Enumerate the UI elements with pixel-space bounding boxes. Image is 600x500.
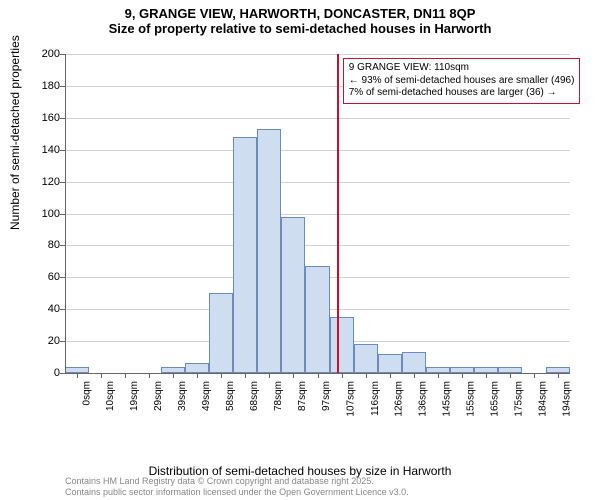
x-tick-label: 58sqm	[225, 381, 236, 411]
histogram-bar	[378, 354, 402, 373]
chart-plot-area: 0204060801001201401601802000sqm10sqm19sq…	[65, 48, 570, 418]
x-tick-label: 29sqm	[153, 381, 164, 411]
annotation-line: ← 93% of semi-detached houses are smalle…	[349, 75, 575, 88]
y-tick-label: 20	[48, 335, 60, 347]
y-tick-label: 140	[42, 144, 60, 156]
x-tick-label: 155sqm	[466, 381, 477, 417]
y-tick-label: 100	[42, 208, 60, 220]
gridline	[65, 245, 570, 246]
gridline	[65, 150, 570, 151]
attribution-line-2: Contains public sector information licen…	[65, 487, 409, 498]
x-tick-label: 126sqm	[394, 381, 405, 417]
y-tick-label: 60	[48, 271, 60, 283]
attribution-text: Contains HM Land Registry data © Crown c…	[65, 476, 409, 498]
y-tick-label: 40	[48, 303, 60, 315]
annotation-box: 9 GRANGE VIEW: 110sqm← 93% of semi-detac…	[343, 58, 581, 104]
x-tick-label: 39sqm	[177, 381, 188, 411]
x-tick-label: 97sqm	[322, 381, 333, 411]
histogram-bar	[257, 129, 281, 373]
y-axis-label: Number of semi-detached properties	[8, 35, 22, 230]
x-axis-line	[65, 373, 570, 374]
histogram-bar	[402, 352, 426, 373]
histogram-bar	[354, 344, 378, 373]
x-tick-label: 184sqm	[538, 381, 549, 417]
gridline	[65, 214, 570, 215]
x-tick-label: 87sqm	[297, 381, 308, 411]
y-tick-label: 80	[48, 239, 60, 251]
x-tick-label: 0sqm	[81, 381, 92, 405]
attribution-line-1: Contains HM Land Registry data © Crown c…	[65, 476, 409, 487]
reference-line	[337, 54, 339, 373]
x-tick-label: 194sqm	[562, 381, 573, 417]
x-tick-label: 68sqm	[249, 381, 260, 411]
x-tick-label: 175sqm	[514, 381, 525, 417]
x-tick-label: 136sqm	[418, 381, 429, 417]
histogram-bar	[281, 217, 305, 373]
histogram-bar	[233, 137, 257, 373]
x-tick-label: 78sqm	[273, 381, 284, 411]
annotation-line: 7% of semi-detached houses are larger (3…	[349, 87, 575, 100]
annotation-line: 9 GRANGE VIEW: 110sqm	[349, 62, 575, 75]
histogram-bar	[305, 266, 329, 373]
y-tick-label: 200	[42, 48, 60, 60]
x-tick-label: 165sqm	[490, 381, 501, 417]
y-tick-label: 180	[42, 80, 60, 92]
y-tick-label: 120	[42, 176, 60, 188]
x-tick-label: 145sqm	[442, 381, 453, 417]
y-axis-line	[65, 54, 66, 373]
x-tick-label: 10sqm	[105, 381, 116, 411]
y-tick-label: 160	[42, 112, 60, 124]
gridline	[65, 54, 570, 55]
x-tick-label: 107sqm	[346, 381, 357, 417]
gridline	[65, 182, 570, 183]
histogram-bar	[330, 317, 354, 373]
histogram-bar	[209, 293, 233, 373]
x-tick-label: 19sqm	[129, 381, 140, 411]
chart-title-main: 9, GRANGE VIEW, HARWORTH, DONCASTER, DN1…	[0, 0, 600, 21]
chart-title-sub: Size of property relative to semi-detach…	[0, 21, 600, 36]
gridline	[65, 118, 570, 119]
x-tick-label: 116sqm	[370, 381, 381, 416]
histogram-bar	[185, 363, 209, 373]
x-tick-label: 49sqm	[201, 381, 212, 411]
